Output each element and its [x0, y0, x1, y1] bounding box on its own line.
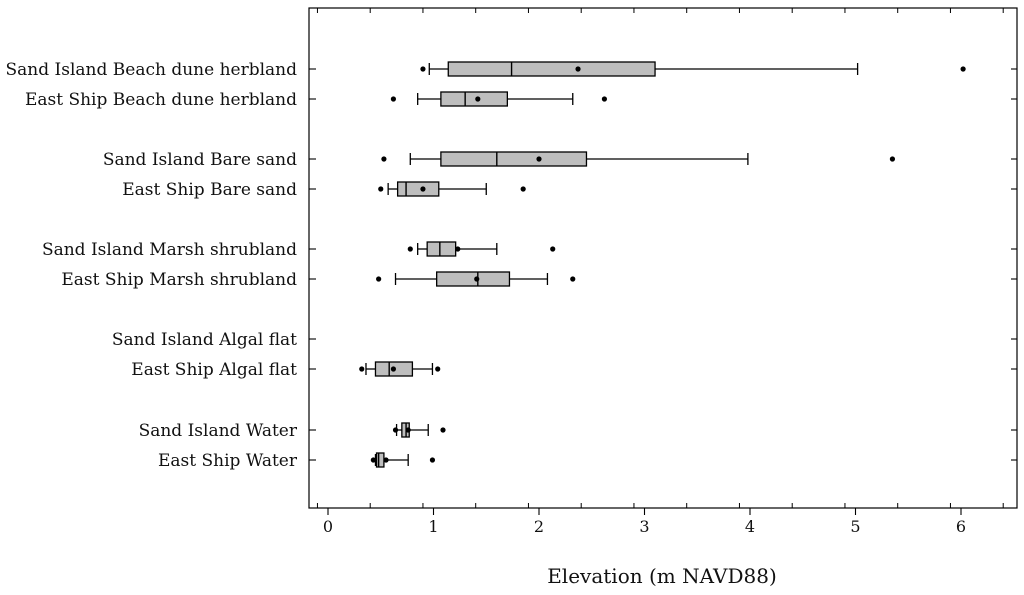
category-label: East Ship Algal flat	[131, 360, 297, 380]
category-label: Sand Island Marsh shrubland	[42, 240, 297, 260]
category-label: East Ship Marsh shrubland	[61, 270, 297, 290]
mean-point	[390, 366, 397, 372]
outlier-point	[570, 276, 576, 282]
x-tick-label: 6	[956, 517, 966, 536]
mean-point	[475, 96, 481, 102]
outlier-point	[381, 156, 387, 162]
category-label: Sand Island Algal flat	[112, 330, 297, 350]
outlier-point	[420, 66, 426, 72]
mean-point	[383, 457, 389, 463]
mean-point	[455, 246, 461, 252]
category-label: Sand Island Bare sand	[103, 150, 297, 170]
x-tick-label: 2	[534, 517, 544, 536]
mean-point	[536, 156, 542, 162]
iqr-box	[396, 181, 440, 197]
outlier-point	[960, 66, 966, 72]
outlier-point	[376, 276, 382, 282]
category-label: East Ship Beach dune herbland	[25, 90, 297, 110]
x-axis-title: Elevation (m NAVD88)	[547, 564, 777, 588]
outlier-point	[889, 156, 896, 162]
outlier-point	[392, 427, 399, 433]
x-tick-label: 4	[745, 517, 755, 536]
iqr-box	[436, 271, 511, 287]
outlier-point	[370, 457, 376, 463]
iqr-box	[440, 151, 588, 167]
outlier-point	[435, 366, 441, 372]
outlier-point	[520, 186, 526, 192]
outlier-point	[550, 246, 556, 252]
outlier-point	[359, 366, 365, 372]
x-tick-label: 5	[850, 517, 860, 536]
mean-point	[575, 66, 581, 72]
x-tick-label: 1	[428, 517, 438, 536]
category-label: Sand Island Beach dune herbland	[6, 60, 298, 80]
iqr-box	[426, 241, 457, 257]
category-label: East Ship Bare sand	[122, 180, 297, 200]
outlier-point	[378, 186, 384, 192]
outlier-point	[407, 246, 413, 252]
category-label: East Ship Water	[158, 451, 298, 471]
category-label: Sand Island Water	[139, 421, 298, 441]
x-tick-label: 0	[323, 517, 333, 536]
plot-frame	[308, 7, 1018, 509]
mean-point	[405, 427, 411, 433]
outlier-point	[440, 427, 446, 433]
x-tick-label: 3	[639, 517, 649, 536]
mean-point	[420, 186, 426, 192]
outlier-point	[601, 96, 608, 102]
iqr-box	[375, 452, 385, 468]
iqr-box	[447, 61, 656, 77]
iqr-box	[440, 91, 509, 107]
mean-point	[474, 276, 480, 282]
outlier-point	[429, 457, 436, 463]
outlier-point	[390, 96, 397, 102]
